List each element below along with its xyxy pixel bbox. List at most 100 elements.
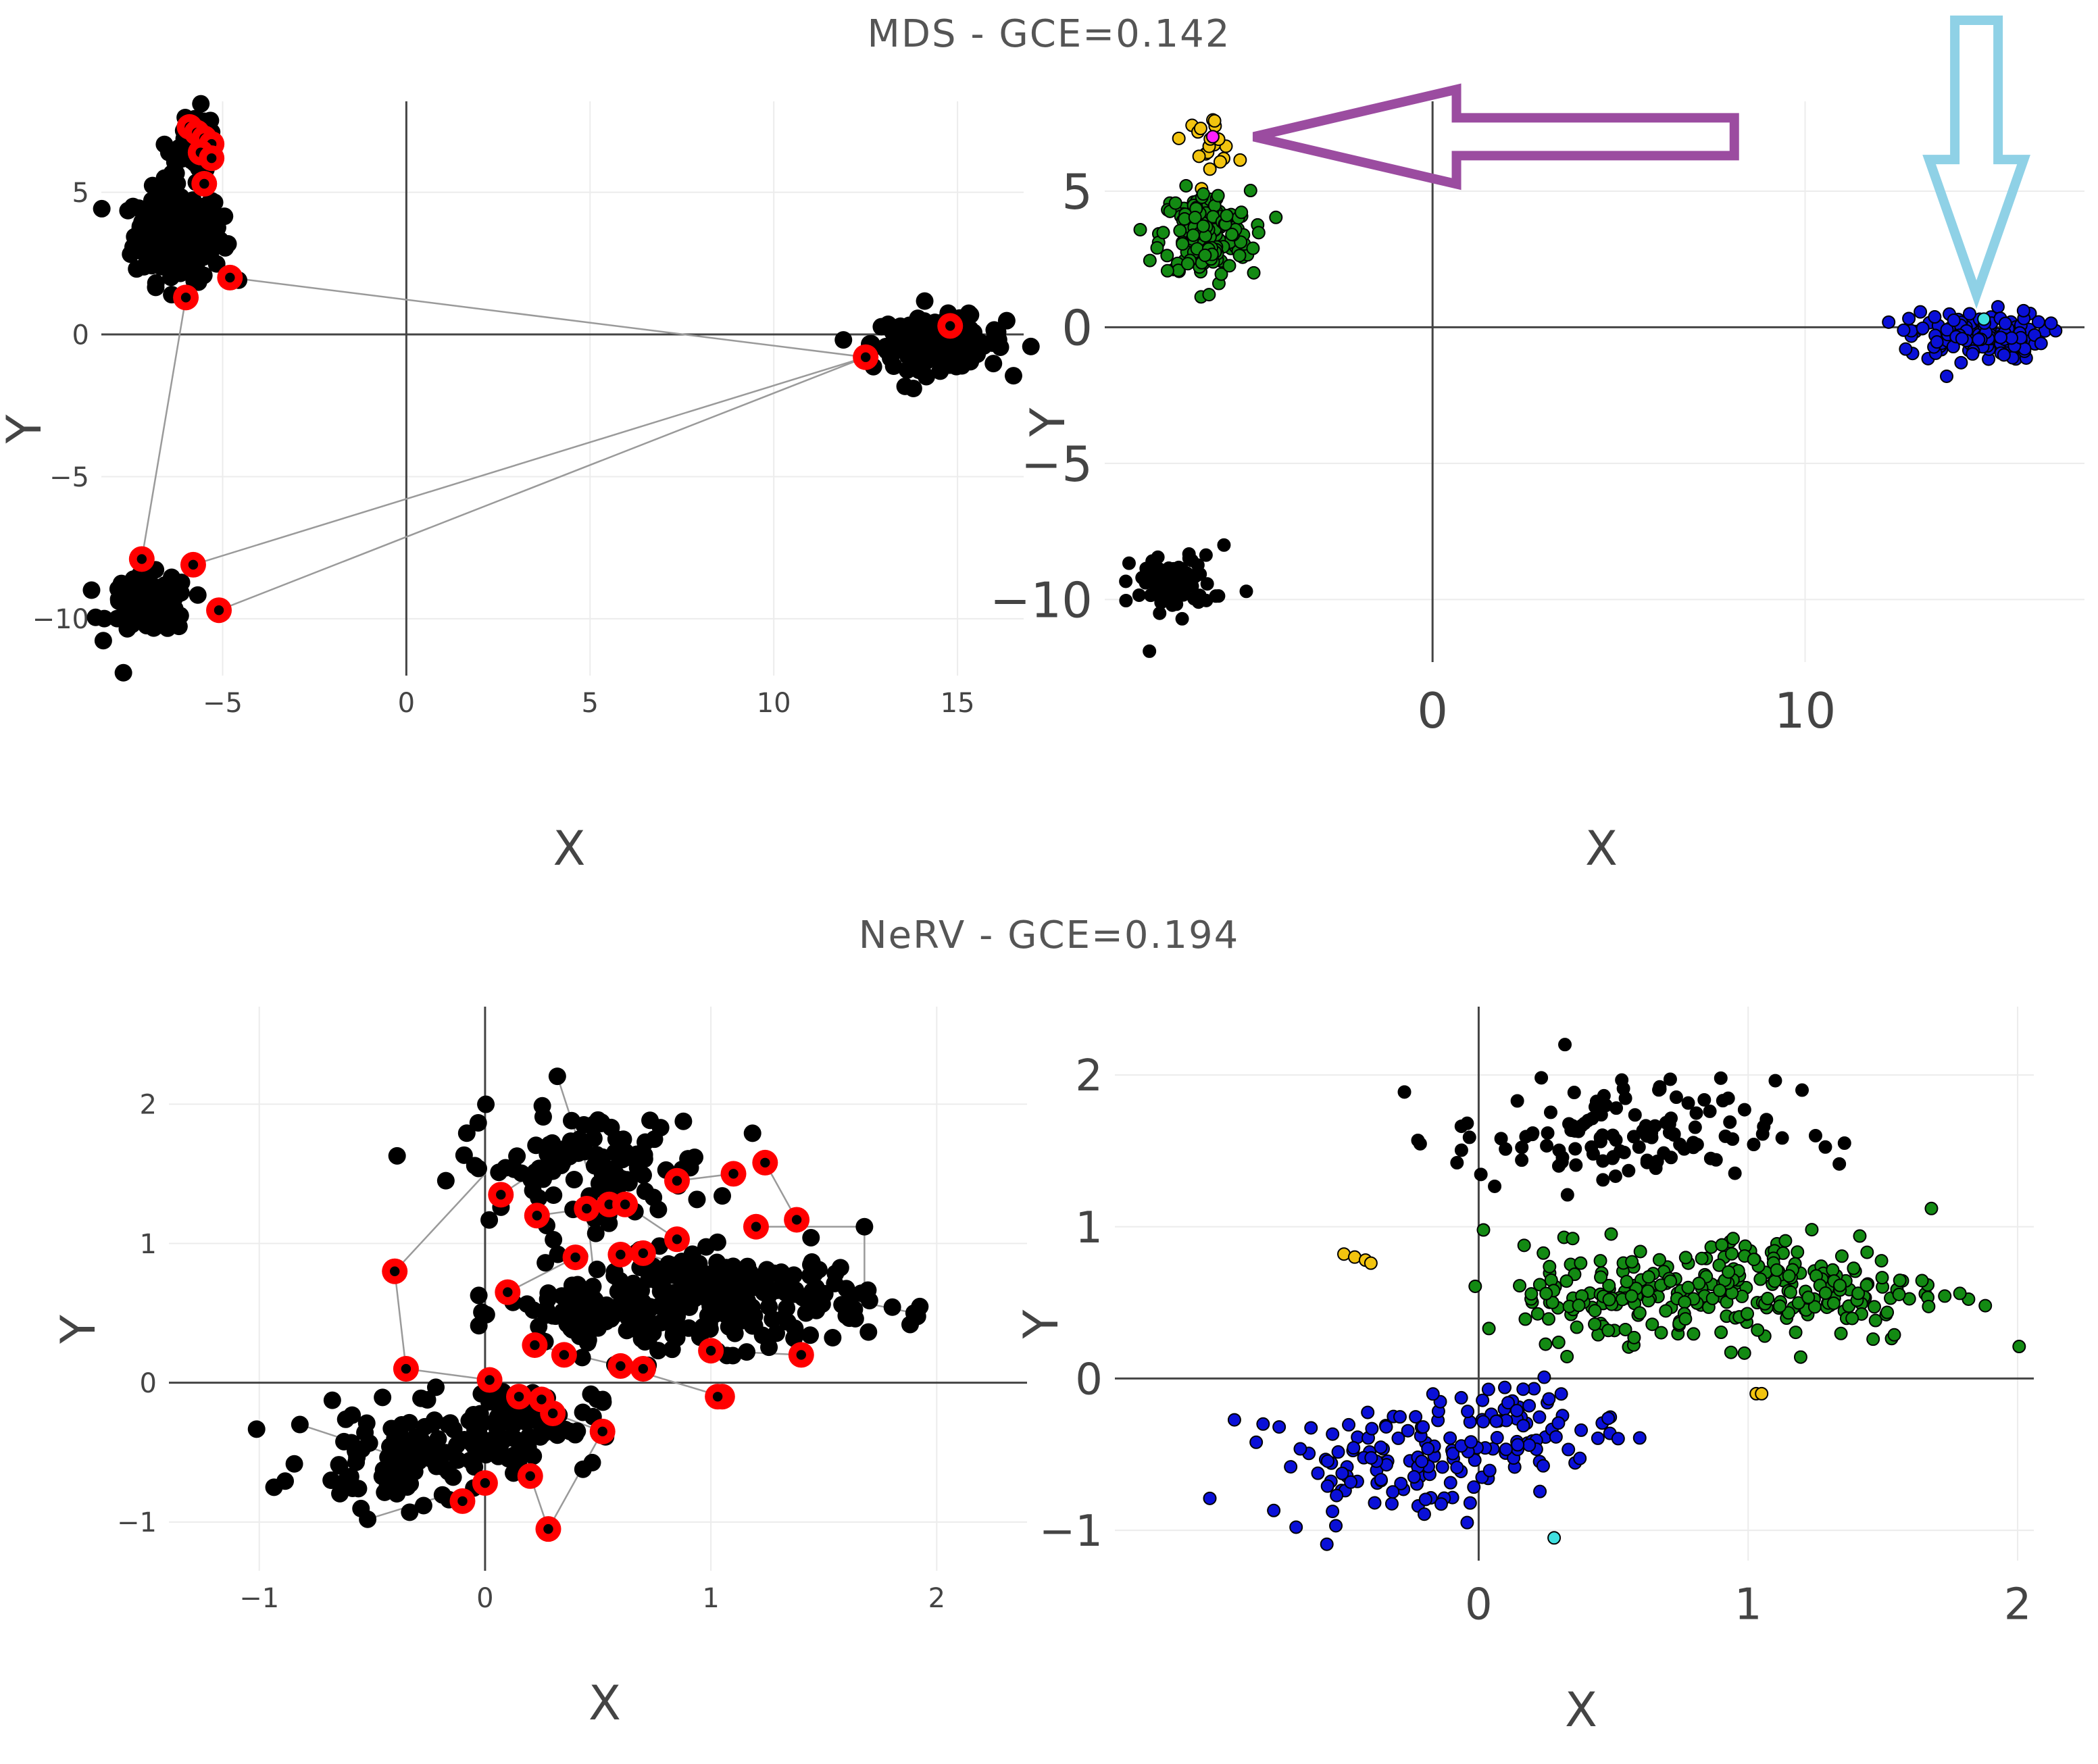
scatter-point: [1892, 1287, 1906, 1301]
scatter-point: [1723, 1115, 1737, 1129]
x-tick-label: −5: [203, 688, 243, 719]
scatter-point: [323, 1391, 341, 1409]
scatter-point: [1808, 1128, 1822, 1142]
scatter-point: [130, 199, 148, 218]
scatter-point: [95, 609, 114, 628]
scatter-point: [1834, 1326, 1848, 1340]
scatter-point: [1713, 1284, 1727, 1298]
x-axis-label: X: [1565, 1682, 1597, 1738]
scatter-point: [1632, 1306, 1647, 1320]
scatter-point: [1875, 1271, 1889, 1285]
x-tick-label: 15: [941, 688, 975, 719]
scatter-point: [1924, 1201, 1939, 1215]
scatter-point: [189, 586, 207, 604]
scatter-point: [1450, 1156, 1464, 1170]
scatter-point: [1591, 1431, 1605, 1445]
scatter-point: [561, 1422, 579, 1440]
highlighted-point-core: [484, 1375, 495, 1385]
scatter-point: [94, 632, 112, 650]
scatter-point: [1714, 1071, 1728, 1085]
scatter-point: [1567, 1086, 1581, 1100]
scatter-point: [2012, 1340, 2026, 1354]
scatter-point: [1611, 1432, 1625, 1446]
scatter-point: [1540, 1138, 1554, 1153]
scatter-point: [1703, 1104, 1717, 1118]
y-axis-label: Y: [1014, 1309, 1069, 1339]
graph-edge: [405, 1367, 490, 1381]
scatter-point: [1464, 1435, 1478, 1449]
scatter-point: [2016, 303, 2030, 318]
scatter-point: [1247, 266, 1261, 280]
scatter-point: [1677, 1142, 1691, 1156]
scatter-point: [1915, 1274, 1929, 1288]
scatter-point: [708, 1253, 726, 1271]
scatter-point: [1462, 1130, 1476, 1144]
scatter-point: [1654, 1326, 1668, 1340]
scatter-point: [433, 1458, 451, 1476]
scatter-point: [471, 1405, 489, 1423]
scatter-point: [1335, 1466, 1349, 1480]
scatter-point: [1662, 1126, 1676, 1140]
scatter-point: [426, 1434, 445, 1453]
scatter-point: [760, 1298, 778, 1316]
scatter-point: [1759, 1113, 1774, 1127]
highlighted-point-core: [199, 178, 209, 189]
scatter-point: [1622, 1163, 1636, 1178]
scatter-point: [143, 176, 161, 195]
scatter-point: [1751, 1323, 1765, 1337]
x-tick-label: 2: [2004, 1580, 2032, 1630]
scatter-point: [1269, 210, 1283, 224]
y-tick-label: −5: [49, 462, 89, 493]
scatter-point: [1882, 315, 1896, 329]
x-tick-label: 0: [1417, 682, 1448, 739]
scatter-point: [688, 1190, 706, 1209]
scatter-point: [1344, 1475, 1358, 1489]
scatter-point: [1851, 1286, 1866, 1301]
scatter-point: [834, 331, 853, 349]
scatter-point: [530, 1189, 548, 1207]
scatter-point: [1695, 1251, 1709, 1265]
scatter-point: [1515, 1153, 1529, 1167]
scatter-point: [1725, 1246, 1739, 1261]
scatter-point: [1133, 222, 1147, 236]
scatter-point: [1539, 1286, 1553, 1301]
scatter-point: [1805, 1223, 1819, 1237]
scatter-point: [1476, 1223, 1491, 1237]
scatter-point: [586, 1224, 605, 1242]
scatter-point: [1517, 1238, 1531, 1253]
scatter-point: [1712, 1258, 1726, 1272]
scatter-point: [603, 1176, 621, 1194]
scatter-point: [1928, 310, 1942, 324]
scatter-point: [1893, 1274, 1907, 1288]
scatter-point: [1566, 1232, 1580, 1246]
scatter-point: [916, 292, 934, 310]
scatter-point: [1859, 1278, 1874, 1292]
scatter-point: [1659, 1304, 1673, 1318]
scatter-point: [636, 1182, 654, 1201]
scatter-point: [1562, 1442, 1576, 1457]
scatter-point: [530, 1159, 549, 1178]
scatter-point: [1541, 1126, 1555, 1140]
scatter-point: [1284, 1460, 1298, 1474]
scatter-point: [1460, 1515, 1474, 1530]
scatter-point: [322, 1471, 341, 1490]
scatter-point: [1688, 1120, 1702, 1134]
highlighted-point-core: [582, 1203, 592, 1214]
highlighted-point-core: [945, 321, 955, 331]
scatter-point: [1547, 1531, 1562, 1545]
scatter-point: [1391, 1431, 1405, 1445]
scatter-point: [807, 1297, 825, 1315]
scatter-point: [576, 1142, 594, 1161]
scatter-point: [1778, 1234, 1793, 1248]
scatter-point: [767, 1324, 785, 1342]
scatter-point: [1214, 267, 1228, 281]
scatter-point: [1618, 1322, 1632, 1336]
scatter-point: [1560, 1188, 1574, 1202]
y-tick-label: 2: [1075, 1051, 1103, 1101]
scatter-point: [574, 1403, 592, 1421]
scatter-point: [141, 588, 159, 607]
scatter-point: [1640, 1129, 1654, 1143]
scatter-point: [1641, 1284, 1655, 1298]
scatter-point: [1416, 1420, 1430, 1434]
scatter-point: [1537, 1246, 1551, 1260]
